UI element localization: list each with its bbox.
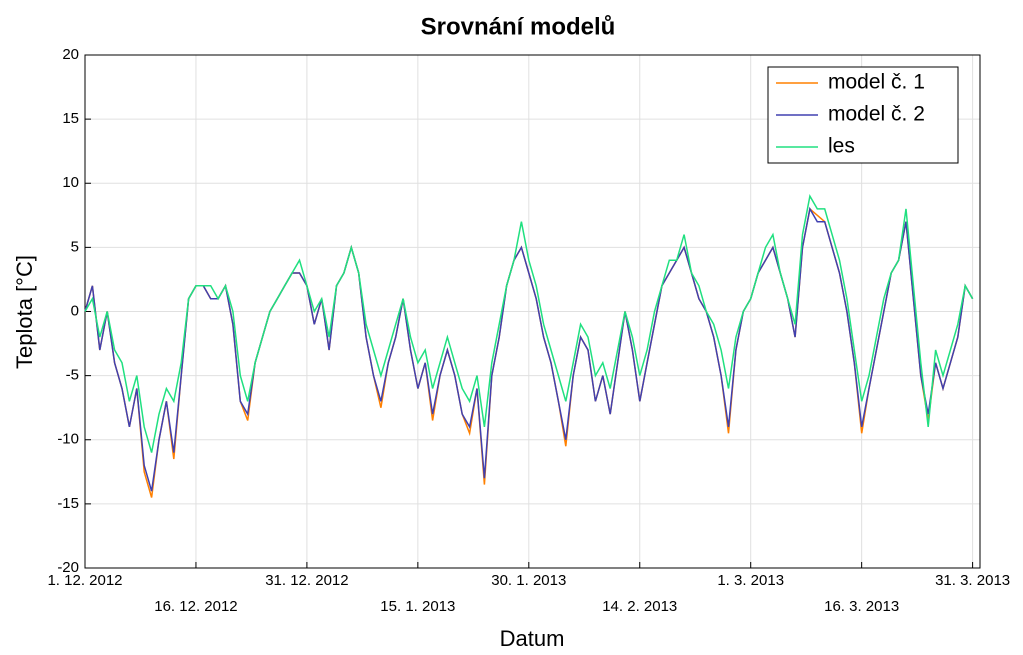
y-tick-label: -5: [66, 367, 79, 384]
x-axis-label: Datum: [500, 626, 565, 651]
x-tick-label: 31. 12. 2012: [265, 572, 348, 589]
x-tick-label: 16. 3. 2013: [824, 598, 899, 615]
series-line: [84, 193, 974, 453]
y-axis-label: Teplota [°C]: [12, 255, 37, 369]
legend-label: model č. 2: [828, 103, 925, 126]
chart-title: Srovnání modelů: [421, 13, 616, 40]
x-tick-label: 1. 12. 2012: [47, 572, 122, 589]
x-tick-label: 14. 2. 2013: [602, 598, 677, 615]
y-tick-label: 10: [62, 174, 79, 191]
legend-label: les: [828, 135, 855, 158]
x-tick-label: 16. 12. 2012: [154, 598, 237, 615]
y-tick-label: -20: [57, 559, 79, 576]
y-tick-label: -10: [57, 431, 79, 448]
y-tick-label: -15: [57, 495, 79, 512]
series-line: [84, 206, 974, 492]
y-tick-label: 15: [62, 110, 79, 127]
y-tick-label: 5: [71, 238, 79, 255]
x-tick-label: 31. 3. 2013: [935, 572, 1010, 589]
x-tick-label: 15. 1. 2013: [380, 598, 455, 615]
y-tick-label: 20: [62, 46, 79, 63]
legend-label: model č. 1: [828, 71, 925, 94]
x-tick-label: 1. 3. 2013: [717, 572, 784, 589]
y-tick-label: 0: [71, 302, 79, 319]
x-tick-label: 30. 1. 2013: [491, 572, 566, 589]
